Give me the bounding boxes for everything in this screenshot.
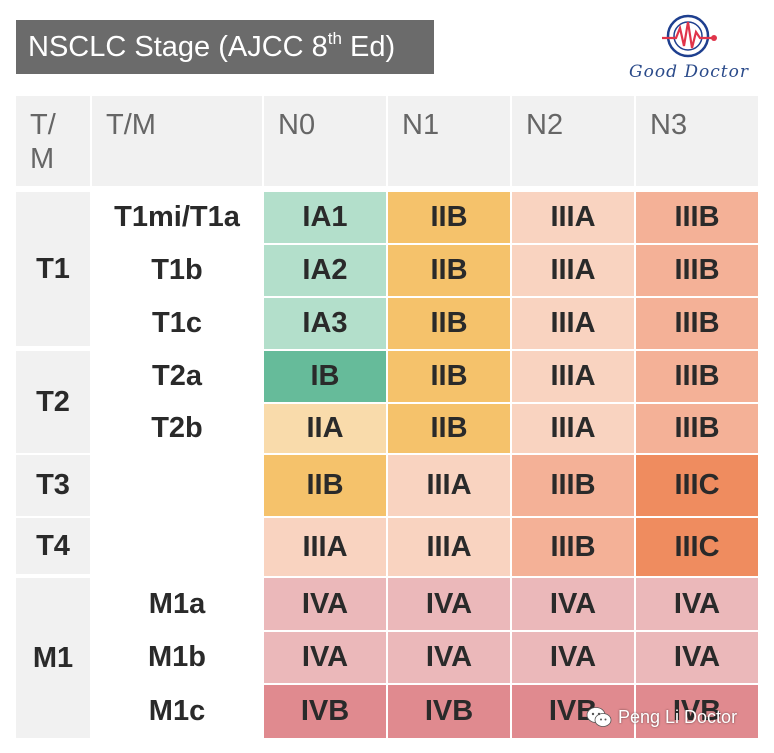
stage-cell: IIB (388, 298, 510, 349)
watermark: Peng Li Doctor (586, 702, 737, 732)
watermark-text: Peng Li Doctor (618, 706, 738, 727)
stage-cell: IIIB (636, 351, 758, 402)
stage-cell: IIIA (264, 518, 386, 576)
column-header-n0: N0 (264, 96, 386, 186)
substage-label: T2a (92, 351, 262, 402)
stage-cell: IIIB (636, 298, 758, 349)
stage-cell: IIB (388, 245, 510, 296)
stage-cell: IVA (388, 632, 510, 683)
stage-cell: IIB (388, 351, 510, 402)
stage-cell: IIIB (512, 455, 634, 516)
group-label-t1: T1 (16, 192, 90, 346)
wechat-icon (586, 707, 612, 727)
group-label-t2: T2 (16, 351, 90, 453)
stage-cell: IVA (264, 632, 386, 683)
stage-cell: IIB (264, 455, 386, 516)
stage-cell: IVA (636, 632, 758, 683)
stage-cell: IVB (636, 685, 758, 738)
stage-cell: IIIA (512, 298, 634, 349)
substage-label: M1a (92, 578, 262, 630)
stage-cell: IVA (512, 632, 634, 683)
stage-cell: IIIA (512, 192, 634, 243)
stage-cell: IIIA (512, 245, 634, 296)
stage-cell: IIIA (388, 455, 510, 516)
stage-cell: IIA (264, 404, 386, 453)
column-header-n3: N3 (636, 96, 758, 186)
stage-cell: IIIA (512, 404, 634, 453)
stage-cell: IA3 (264, 298, 386, 349)
stage-cell: IIIB (636, 404, 758, 453)
stage-cell: IA2 (264, 245, 386, 296)
substage-label: M1b (92, 632, 262, 683)
stage-cell: IIIA (512, 351, 634, 402)
substage-label (92, 455, 262, 516)
substage-label: T2b (92, 404, 262, 453)
column-header-tm2: T/M (92, 96, 262, 186)
page-title: NSCLC Stage (AJCC 8th Ed) (16, 20, 434, 74)
heartbeat-stethoscope-icon (662, 14, 717, 58)
stage-cell: IIIB (636, 245, 758, 296)
stage-cell: IIIC (636, 455, 758, 516)
staging-table: T/ M T/M N0 N1 N2 N3 T1 T2 T3 T4 M1 T1mi/T1a IA1 IIB I… (16, 96, 758, 738)
stage-cell: IVA (512, 578, 634, 630)
column-header-n1: N1 (388, 96, 510, 186)
stage-cell: IVB (512, 685, 634, 738)
logo-text: Good Doctor (629, 62, 749, 82)
stage-cell: IVA (636, 578, 758, 630)
substage-label (92, 518, 262, 576)
substage-label: T1mi/T1a (92, 192, 262, 243)
title-tail: Ed) (341, 31, 396, 63)
group-label-t4: T4 (16, 518, 90, 574)
stage-cell: IIIC (636, 518, 758, 576)
stage-cell: IVA (388, 578, 510, 630)
stage-cell: IA1 (264, 192, 386, 243)
stage-cell: IIIA (388, 518, 510, 576)
column-header-tm1: T/ M (16, 96, 90, 186)
stage-cell: IIIB (512, 518, 634, 576)
stage-cell: IVB (388, 685, 510, 738)
group-label-m1: M1 (16, 578, 90, 738)
substage-label: T1b (92, 245, 262, 296)
stage-cell: IIIB (636, 192, 758, 243)
stage-cell: IIB (388, 404, 510, 453)
title-superscript: th (327, 29, 342, 48)
substage-label: T1c (92, 298, 262, 349)
group-label-t3: T3 (16, 455, 90, 516)
stage-cell: IVB (264, 685, 386, 738)
column-header-n2: N2 (512, 96, 634, 186)
stage-cell: IIB (388, 192, 510, 243)
stage-cell: IB (264, 351, 386, 402)
title-main: NSCLC Stage (AJCC 8 (28, 31, 328, 63)
stage-cell: IVA (264, 578, 386, 630)
substage-label: M1c (92, 685, 262, 738)
